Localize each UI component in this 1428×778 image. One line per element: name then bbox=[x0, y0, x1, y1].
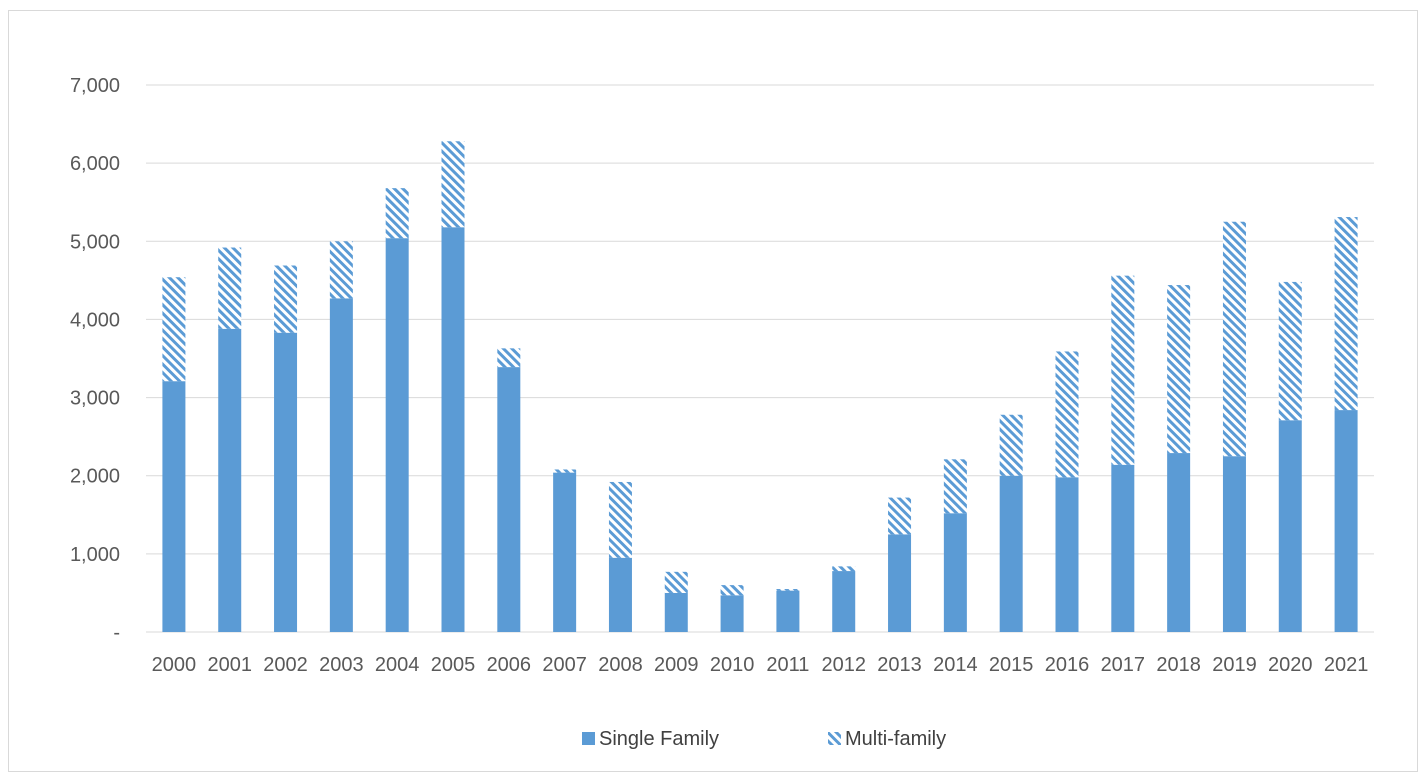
bar-multi-family bbox=[218, 247, 242, 329]
bar-single-family bbox=[1334, 410, 1358, 632]
bar-multi-family bbox=[1334, 217, 1358, 411]
bar-single-family bbox=[608, 557, 632, 632]
legend-label-multi-family: Multi-family bbox=[845, 728, 946, 750]
bar-single-family bbox=[553, 472, 577, 632]
y-tick-label: 4,000 bbox=[70, 309, 120, 331]
bar-single-family bbox=[1278, 420, 1302, 632]
bar-single-family bbox=[664, 592, 688, 632]
x-axis: 2000 2001 2002 2003 2004 2005 2006 2007 2008 2009… bbox=[152, 654, 1369, 676]
x-tick-label: 2010 bbox=[710, 654, 755, 676]
x-tick-label: 2005 bbox=[431, 654, 476, 676]
bar-multi-family bbox=[497, 348, 521, 368]
bar-single-family bbox=[162, 381, 186, 632]
bar-multi-family bbox=[720, 585, 744, 596]
x-tick-label: 2013 bbox=[877, 654, 922, 676]
bar-single-family bbox=[1167, 453, 1191, 632]
x-tick-label: 2008 bbox=[598, 654, 643, 676]
bar-single-family bbox=[1055, 477, 1079, 632]
y-axis: - 1,000 2,000 3,000 4,000 5,000 6,000 7,000 bbox=[70, 75, 120, 644]
bar-multi-family bbox=[1278, 281, 1302, 421]
bar-multi-family bbox=[274, 265, 298, 333]
bar-single-family bbox=[385, 238, 409, 632]
bar-multi-family bbox=[888, 497, 912, 535]
bar-multi-family bbox=[1222, 221, 1246, 457]
y-tick-label: 2,000 bbox=[70, 466, 120, 488]
y-tick-label: 5,000 bbox=[70, 231, 120, 253]
bar-single-family bbox=[497, 367, 521, 632]
x-tick-label: 2021 bbox=[1324, 654, 1369, 676]
x-tick-label: 2009 bbox=[654, 654, 699, 676]
bar-multi-family bbox=[441, 141, 465, 228]
bar-single-family bbox=[274, 332, 298, 632]
bar-multi-family bbox=[1055, 351, 1079, 478]
x-tick-label: 2001 bbox=[207, 654, 252, 676]
y-tick-label: - bbox=[113, 622, 120, 644]
x-tick-label: 2006 bbox=[487, 654, 532, 676]
bar-multi-family bbox=[608, 481, 632, 558]
x-tick-label: 2012 bbox=[821, 654, 866, 676]
bar-single-family bbox=[776, 590, 800, 632]
bar-multi-family bbox=[385, 188, 409, 239]
x-tick-label: 2007 bbox=[542, 654, 587, 676]
bar-multi-family bbox=[832, 566, 856, 572]
x-tick-label: 2014 bbox=[933, 654, 978, 676]
x-tick-label: 2017 bbox=[1101, 654, 1146, 676]
bar-single-family bbox=[943, 513, 967, 632]
bar-single-family bbox=[441, 227, 465, 632]
bars bbox=[162, 141, 1358, 632]
x-tick-label: 2020 bbox=[1268, 654, 1313, 676]
bar-multi-family bbox=[162, 277, 186, 382]
bar-single-family bbox=[1222, 456, 1246, 632]
x-tick-label: 2011 bbox=[766, 654, 809, 676]
bar-multi-family bbox=[776, 589, 800, 591]
chart-title-strip bbox=[0, 0, 1428, 10]
bar-multi-family bbox=[1167, 285, 1191, 454]
bar-single-family bbox=[1111, 464, 1135, 632]
x-tick-label: 2016 bbox=[1045, 654, 1090, 676]
x-tick-label: 2004 bbox=[375, 654, 420, 676]
y-tick-label: 7,000 bbox=[70, 75, 120, 97]
y-tick-label: 1,000 bbox=[70, 544, 120, 566]
x-tick-label: 2003 bbox=[319, 654, 364, 676]
bar-multi-family bbox=[664, 571, 688, 593]
bar-single-family bbox=[999, 475, 1023, 632]
legend: Single Family Multi-family bbox=[582, 728, 946, 750]
bar-single-family bbox=[329, 298, 353, 632]
x-tick-label: 2002 bbox=[263, 654, 308, 676]
legend-swatch-multi-family bbox=[828, 732, 841, 745]
bar-multi-family bbox=[999, 414, 1023, 476]
bar-single-family bbox=[832, 571, 856, 632]
legend-label-single-family: Single Family bbox=[599, 728, 719, 750]
bar-single-family bbox=[888, 534, 912, 632]
x-tick-label: 2015 bbox=[989, 654, 1034, 676]
bar-multi-family bbox=[329, 241, 353, 299]
bar-single-family bbox=[720, 595, 744, 632]
bar-multi-family bbox=[553, 469, 577, 473]
x-tick-label: 2000 bbox=[152, 654, 197, 676]
x-tick-label: 2018 bbox=[1156, 654, 1201, 676]
x-tick-label: 2019 bbox=[1212, 654, 1257, 676]
legend-swatch-single-family bbox=[582, 732, 595, 745]
bar-multi-family bbox=[943, 459, 967, 514]
y-tick-label: 6,000 bbox=[70, 153, 120, 175]
y-tick-label: 3,000 bbox=[70, 388, 120, 410]
bar-multi-family bbox=[1111, 275, 1135, 465]
bar-single-family bbox=[218, 328, 242, 632]
